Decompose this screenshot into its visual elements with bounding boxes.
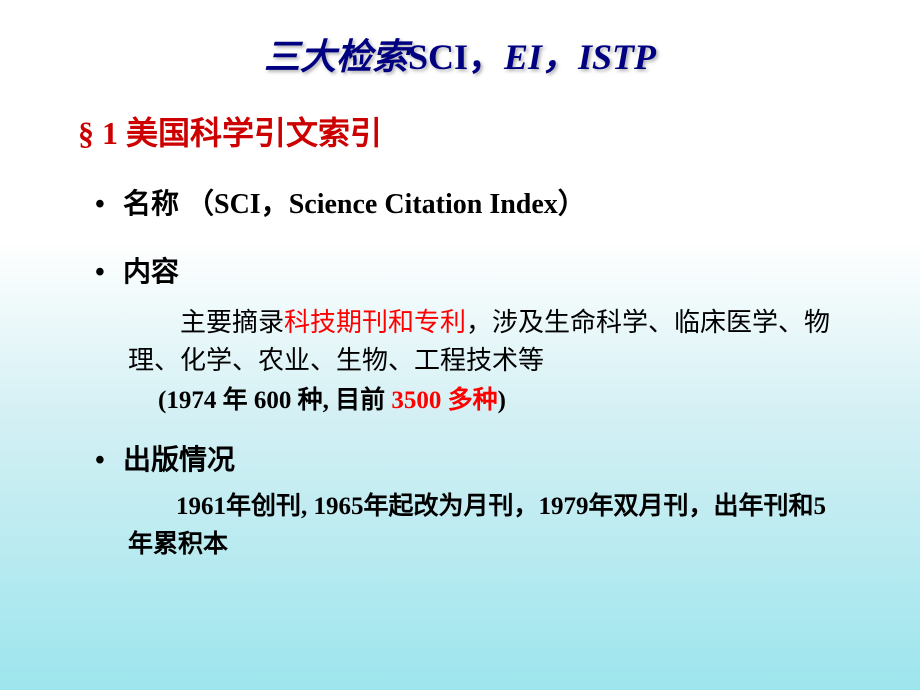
section-header: § 1 美国科学引文索引 [78, 108, 920, 154]
bullet-marker: • [95, 257, 123, 289]
bullet-marker: • [95, 445, 123, 477]
bullet-text: 出版情况 [123, 445, 235, 476]
content-text: ) [498, 387, 506, 414]
content-red: 科技期刊和专利 [284, 308, 466, 337]
title-rest: EI，ISTP [504, 37, 656, 77]
bullet-content: •内容 [95, 250, 920, 290]
title-sci: SCI， [408, 37, 504, 77]
bullet-name: •名称 （SCI，Science Citation Index） [95, 182, 920, 222]
content-paragraph-1: 主要摘录科技期刊和专利，涉及生命科学、临床医学、物理、化学、农业、生物、工程技术… [128, 304, 850, 379]
slide-title: 三大检索SCI，EI，ISTP [0, 0, 920, 80]
title-prefix: 三大检索 [264, 37, 408, 77]
bullet-text: 内容 [123, 257, 179, 288]
content-paragraph-3: 1961年创刊, 1965年起改为月刊，1979年双月刊，出年刊和5年累积本 [128, 488, 850, 563]
content-text: 主要摘录 [180, 308, 284, 337]
bullet-marker: • [95, 189, 123, 221]
bullet-publish: •出版情况 [95, 438, 920, 478]
content-red: 3500 多种 [391, 387, 497, 414]
content-paragraph-2: (1974 年 600 种, 目前 3500 多种) [158, 383, 850, 418]
content-text: (1974 年 600 种, 目前 [158, 387, 391, 414]
bullet-text: 名称 （SCI，Science Citation Index） [123, 189, 586, 220]
